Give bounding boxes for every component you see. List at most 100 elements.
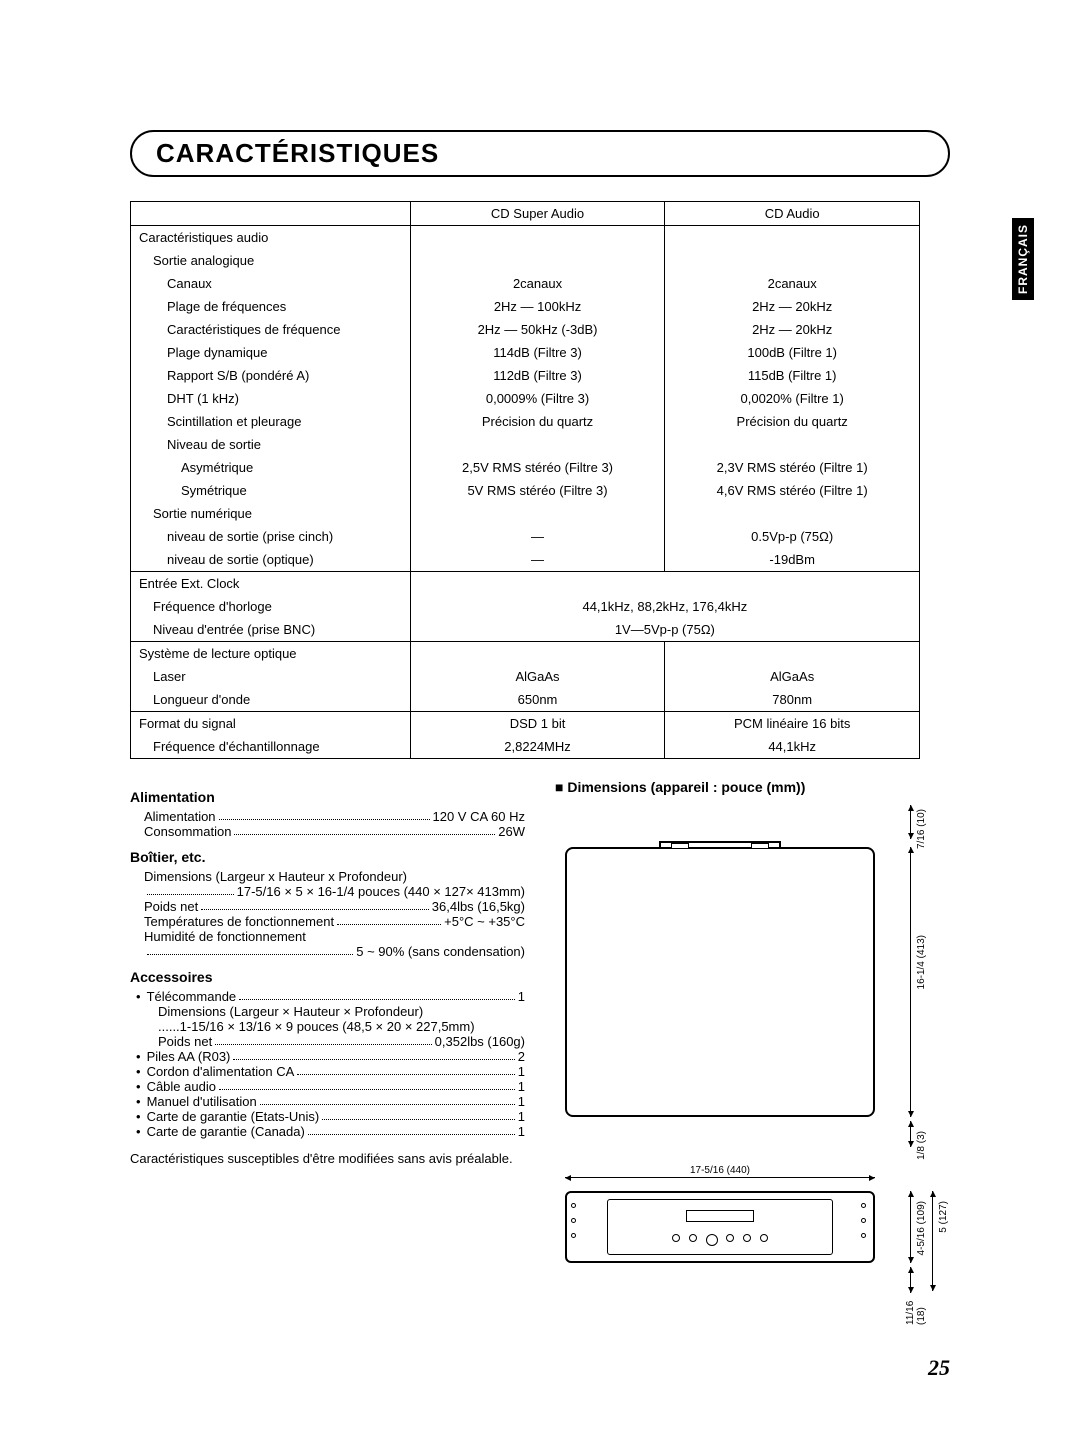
spec-value: -19dBm [665,548,920,572]
spec-value: 4,6V RMS stéréo (Filtre 1) [665,479,920,502]
accessory-subline: Poids net0,352lbs (160g) [130,1034,525,1049]
dimensions-diagram: 7/16 (10) 16-1/4 (413) 1/8 (3) 17-5/16 (… [555,805,935,1325]
accessory-item: Cordon d'alimentation CA1 [130,1064,525,1079]
spec-value: Précision du quartz [665,410,920,433]
spec-value: — [410,525,665,548]
spec-label: niveau de sortie (optique) [131,548,411,572]
accessory-item: Câble audio1 [130,1079,525,1094]
spec-value: 780nm [665,688,920,712]
spec-value [410,226,665,250]
spec-line: Poids net36,4lbs (16,5kg) [130,899,525,914]
spec-value [665,642,920,666]
page-number: 25 [130,1355,950,1381]
spec-label: Fréquence d'horloge [131,595,411,618]
diagram-title: ■ Dimensions (appareil : pouce (mm)) [555,779,950,795]
spec-value-merged [410,572,919,596]
spec-line: Dimensions (Largeur × Hauteur × Profonde… [130,1004,525,1019]
spec-value: 115dB (Filtre 1) [665,364,920,387]
accessory-item: Télécommande1 [130,989,525,1004]
dim-gap2: 1/8 (3) [916,1131,927,1160]
spec-label: Système de lecture optique [131,642,411,666]
spec-label: Asymétrique [131,456,411,479]
spec-value [665,226,920,250]
table-header-sacd: CD Super Audio [410,202,665,226]
spec-value: 650nm [410,688,665,712]
spec-value: 114dB (Filtre 3) [410,341,665,364]
alimentation-title: Alimentation [130,789,525,805]
spec-value: 2canaux [665,272,920,295]
spec-value: 2Hz — 100kHz [410,295,665,318]
spec-label: Plage de fréquences [131,295,411,318]
spec-line: Humidité de fonctionnement [130,929,525,944]
spec-value: 2,3V RMS stéréo (Filtre 1) [665,456,920,479]
accessory-item: Manuel d'utilisation1 [130,1094,525,1109]
spec-label: Niveau d'entrée (prise BNC) [131,618,411,642]
spec-table: CD Super Audio CD Audio Caractéristiques… [130,201,920,759]
spec-value: 100dB (Filtre 1) [665,341,920,364]
spec-label: Canaux [131,272,411,295]
dim-width: 17-5/16 (440) [565,1165,875,1176]
spec-label: Format du signal [131,712,411,736]
spec-value [665,433,920,456]
spec-label: Caractéristiques de fréquence [131,318,411,341]
spec-value [410,642,665,666]
spec-line: Températures de fonctionnement+5°C ~ +35… [130,914,525,929]
accessory-item: Piles AA (R03)2 [130,1049,525,1064]
spec-value [410,249,665,272]
spec-label: Scintillation et pleurage [131,410,411,433]
table-header-cd: CD Audio [665,202,920,226]
spec-label: Niveau de sortie [131,433,411,456]
accessory-item: Carte de garantie (Canada)1 [130,1124,525,1139]
spec-label: Caractéristiques audio [131,226,411,250]
spec-value: AlGaAs [410,665,665,688]
accessoires-title: Accessoires [130,969,525,985]
spec-label: Longueur d'onde [131,688,411,712]
spec-subline: 17-5/16 × 5 × 16-1/4 pouces (440 × 127× … [130,884,525,899]
spec-value: Précision du quartz [410,410,665,433]
spec-label: DHT (1 kHz) [131,387,411,410]
footnote: Caractéristiques susceptibles d'être mod… [130,1151,525,1166]
spec-value: 44,1kHz [665,735,920,759]
spec-value: 2canaux [410,272,665,295]
spec-value [665,502,920,525]
page-title-box: CARACTÉRISTIQUES [130,130,950,177]
spec-value: 2,5V RMS stéréo (Filtre 3) [410,456,665,479]
spec-label: Sortie analogique [131,249,411,272]
spec-label: Sortie numérique [131,502,411,525]
spec-value: — [410,548,665,572]
spec-line: Consommation26W [130,824,525,839]
spec-value: 0,0020% (Filtre 1) [665,387,920,410]
dim-height1: 4-5/16 (109) [916,1201,927,1255]
spec-value: 2Hz — 20kHz [665,318,920,341]
spec-value [665,249,920,272]
spec-value [410,502,665,525]
page-title: CARACTÉRISTIQUES [156,138,924,169]
spec-value: 112dB (Filtre 3) [410,364,665,387]
spec-line: Dimensions (Largeur x Hauteur x Profonde… [130,869,525,884]
spec-value [410,433,665,456]
spec-line: Alimentation120 V CA 60 Hz [130,809,525,824]
spec-line: ......1-15/16 × 13/16 × 9 pouces (48,5 ×… [130,1019,525,1034]
table-header-empty [131,202,411,226]
spec-value-merged: 44,1kHz, 88,2kHz, 176,4kHz [410,595,919,618]
spec-value: 0,0009% (Filtre 3) [410,387,665,410]
spec-label: Fréquence d'échantillonnage [131,735,411,759]
spec-label: Plage dynamique [131,341,411,364]
spec-value: 2Hz — 20kHz [665,295,920,318]
language-tab: FRANÇAIS [1012,218,1034,300]
spec-label: Laser [131,665,411,688]
spec-label: niveau de sortie (prise cinch) [131,525,411,548]
dim-top-gap: 7/16 (10) [916,809,927,849]
dim-bottom: 11/16 (18) [905,1283,927,1325]
spec-value: 2,8224MHz [410,735,665,759]
spec-label: Entrée Ext. Clock [131,572,411,596]
spec-value: 2Hz — 50kHz (-3dB) [410,318,665,341]
spec-label: Symétrique [131,479,411,502]
spec-value: 0.5Vp-p (75Ω) [665,525,920,548]
spec-value-merged: 1V—5Vp-p (75Ω) [410,618,919,642]
spec-value: DSD 1 bit [410,712,665,736]
dim-height2: 5 (127) [938,1201,949,1233]
spec-value: PCM linéaire 16 bits [665,712,920,736]
dim-depth: 16-1/4 (413) [916,935,927,989]
spec-value: 5V RMS stéréo (Filtre 3) [410,479,665,502]
